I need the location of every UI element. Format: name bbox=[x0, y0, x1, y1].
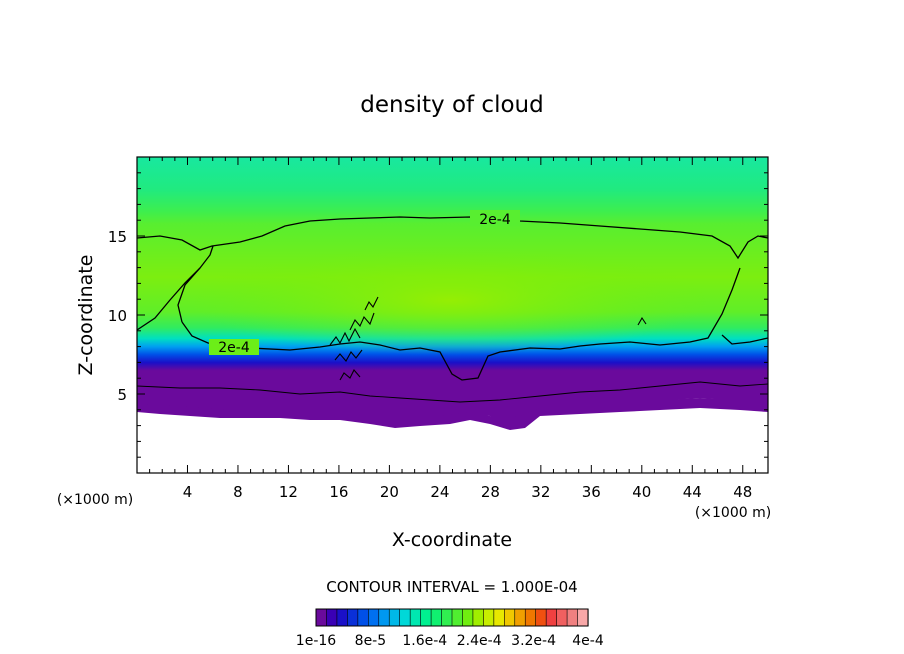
colorbar-tick-label: 2.4e-4 bbox=[457, 633, 502, 649]
colorbar-swatch bbox=[472, 608, 484, 627]
contour-line-lower bbox=[181, 267, 741, 381]
contour-line-left-lobe bbox=[137, 245, 214, 331]
colorbar-swatch bbox=[493, 608, 505, 627]
x-tick-label: 4 bbox=[183, 483, 193, 501]
x-axis-ticks: 4 8 12 16 20 24 28 32 36 40 44 48 bbox=[149, 157, 756, 501]
colorbar-swatch bbox=[315, 608, 328, 627]
colorbar-tick-label: 3.2e-4 bbox=[511, 633, 556, 649]
x-tick-label: 48 bbox=[733, 483, 752, 501]
y-tick-label: 10 bbox=[108, 307, 127, 325]
colorbar-swatch bbox=[566, 608, 579, 627]
colorbar-swatch bbox=[504, 608, 516, 627]
colorbar-swatch bbox=[420, 608, 432, 627]
colorbar-swatch bbox=[514, 608, 526, 627]
x-tick-label: 16 bbox=[329, 483, 348, 501]
colorbar-swatch bbox=[462, 608, 474, 627]
colorbar-swatch bbox=[336, 608, 348, 627]
y-tick-label: 5 bbox=[117, 386, 127, 404]
x-tick-label: 32 bbox=[531, 483, 550, 501]
contour-label-bg-left bbox=[209, 339, 259, 355]
colorbar-swatch bbox=[430, 608, 443, 627]
x-axis-label: X-coordinate bbox=[392, 529, 512, 551]
y-axis-label: Z-coordinate bbox=[75, 255, 97, 376]
colorbar-tick-label: 1.6e-4 bbox=[402, 633, 447, 649]
colorbar-swatch bbox=[326, 608, 338, 627]
x-tick-label: 8 bbox=[233, 483, 243, 501]
x-unit-right: (×1000 m) bbox=[695, 505, 771, 521]
y-tick-label: 15 bbox=[108, 228, 127, 246]
x-tick-label: 36 bbox=[582, 483, 601, 501]
contour-label-bg-top bbox=[470, 210, 520, 226]
colorbar-swatch bbox=[535, 608, 547, 627]
colorbar bbox=[315, 608, 589, 627]
contour-line-left-inner bbox=[177, 267, 201, 323]
chart-title: density of cloud bbox=[360, 92, 543, 118]
contour-noise bbox=[329, 296, 647, 381]
x-tick-label: 44 bbox=[683, 483, 702, 501]
heatmap-field bbox=[137, 157, 768, 430]
colorbar-swatch bbox=[347, 608, 359, 627]
contour-line-upper bbox=[137, 216, 768, 260]
colorbar-swatch bbox=[556, 608, 568, 627]
contour-label-top: 2e-4 bbox=[479, 212, 511, 228]
contour-line-right bbox=[721, 334, 768, 345]
x-tick-label: 12 bbox=[279, 483, 298, 501]
colorbar-swatch bbox=[409, 608, 422, 627]
x-tick-label: 40 bbox=[632, 483, 651, 501]
contour-label-left: 2e-4 bbox=[218, 340, 250, 356]
colorbar-swatch bbox=[483, 608, 495, 627]
x-tick-label: 24 bbox=[430, 483, 449, 501]
colorbar-swatch bbox=[524, 608, 537, 627]
colorbar-swatch bbox=[399, 608, 411, 627]
colorbar-tick-label: 4e-4 bbox=[572, 633, 604, 649]
colorbar-swatch bbox=[357, 608, 369, 627]
x-tick-label: 20 bbox=[380, 483, 399, 501]
x-tick-label: 28 bbox=[481, 483, 500, 501]
colorbar-frame bbox=[315, 608, 589, 627]
contour-interval-text: CONTOUR INTERVAL = 1.000E-04 bbox=[326, 578, 577, 596]
colorbar-swatch bbox=[441, 608, 453, 627]
colorbar-swatch bbox=[378, 608, 390, 627]
colorbar-labels: 1e-16 8e-5 1.6e-4 2.4e-4 3.2e-4 4e-4 bbox=[296, 633, 604, 649]
y-axis-ticks: 5 10 15 bbox=[108, 172, 768, 458]
colorbar-swatch bbox=[368, 608, 380, 627]
colorbar-tick-label: 1e-16 bbox=[296, 633, 336, 649]
colorbar-swatch bbox=[545, 608, 558, 627]
cloud-base-dark bbox=[137, 398, 768, 430]
x-unit-left: (×1000 m) bbox=[57, 492, 133, 508]
colorbar-swatch bbox=[451, 608, 464, 627]
cloud-core bbox=[190, 245, 710, 355]
colorbar-swatch bbox=[388, 608, 401, 627]
contour-line-base bbox=[137, 381, 768, 403]
colorbar-tick-label: 8e-5 bbox=[355, 633, 386, 649]
colorbar-swatch bbox=[577, 608, 589, 627]
